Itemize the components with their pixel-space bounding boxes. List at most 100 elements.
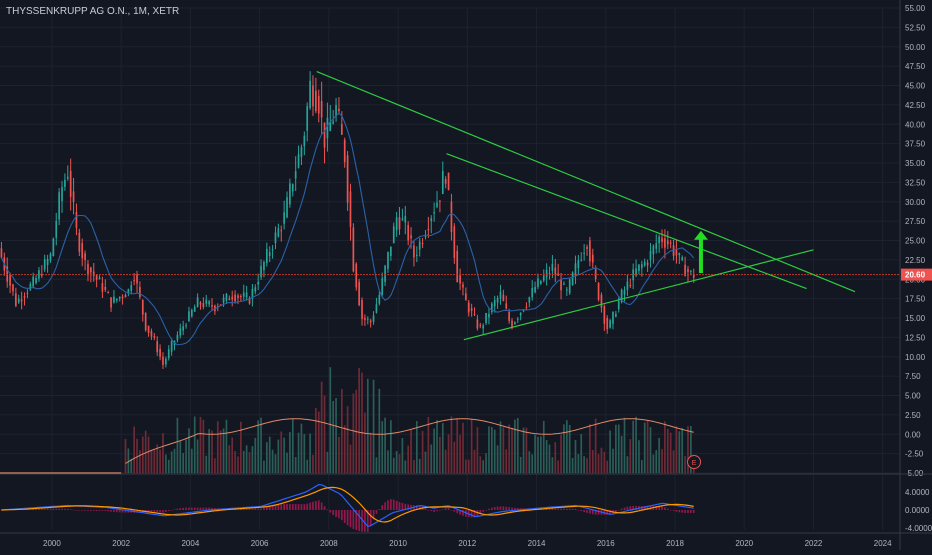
candle-body — [141, 299, 144, 315]
volume-bar — [124, 439, 127, 473]
candle-body — [156, 341, 159, 353]
candle-body — [476, 319, 479, 329]
volume-histogram — [0, 367, 695, 474]
candle-body — [147, 325, 150, 333]
macd-histogram-bar — [332, 510, 335, 515]
macd-histogram-bar — [514, 507, 516, 510]
volume-bar — [441, 423, 444, 473]
macd-histogram-bar — [390, 499, 392, 510]
volume-bar — [199, 416, 202, 473]
volume-bar — [214, 458, 216, 473]
macd-histogram-bar — [162, 510, 164, 513]
candle-body — [531, 287, 534, 298]
candle-body — [560, 278, 562, 291]
macd-panel[interactable] — [0, 483, 695, 532]
macd-histogram-bar — [182, 507, 185, 510]
macd-histogram-bar — [453, 510, 456, 512]
candle-body — [390, 246, 392, 256]
candle-body — [231, 296, 234, 300]
volume-bar — [490, 427, 493, 473]
candle-body — [580, 259, 583, 261]
volume-bar — [571, 457, 574, 473]
macd-histogram-bar — [245, 508, 248, 510]
candle-body — [666, 240, 669, 245]
macd-histogram-bar — [395, 500, 398, 510]
volume-bar — [332, 401, 335, 473]
signal-line — [1, 486, 694, 523]
candle-body — [427, 228, 430, 231]
time-tick-label: 2012 — [458, 539, 476, 548]
candle-body — [640, 264, 643, 269]
volume-bar — [392, 457, 395, 473]
volume-bar — [343, 425, 346, 473]
candle-body — [61, 186, 63, 202]
candle-body — [615, 313, 617, 317]
volume-bar — [433, 428, 435, 473]
time-tick-label: 2002 — [112, 539, 130, 548]
volume-bar — [410, 429, 412, 473]
candle-body — [571, 272, 574, 285]
macd-histogram-bar — [274, 504, 277, 510]
volume-bar — [257, 420, 260, 473]
volume-bar — [554, 442, 557, 473]
volume-bar — [643, 422, 646, 473]
candle-body — [251, 288, 254, 299]
volume-bar — [153, 449, 156, 473]
volume-bar — [251, 446, 254, 473]
macd-histogram-bar — [482, 510, 485, 512]
volume-bar — [537, 436, 539, 473]
macd-histogram-bar — [591, 510, 594, 515]
volume-bar — [263, 460, 265, 473]
volume-bar — [366, 378, 369, 473]
volume-bar — [228, 445, 231, 473]
candle-body — [505, 303, 508, 309]
macd-histogram-bar — [355, 510, 358, 531]
candle-body — [594, 268, 597, 280]
volume-bar — [222, 428, 225, 473]
candle-body — [248, 297, 251, 304]
candle-body — [208, 301, 210, 305]
macd-histogram-bar — [286, 504, 288, 510]
macd-histogram-bar — [52, 508, 55, 510]
macd-histogram-bar — [372, 510, 375, 520]
macd-histogram-bar — [418, 505, 421, 510]
macd-histogram-bar — [115, 510, 118, 513]
candles[interactable] — [0, 71, 695, 369]
candle-body — [182, 326, 185, 331]
candle-body — [268, 252, 271, 256]
volume-bar — [560, 434, 562, 473]
candle-body — [64, 179, 66, 187]
price-tick-label: 7.50 — [905, 372, 921, 381]
volume-bar — [133, 426, 135, 473]
macd-histogram-bar — [127, 510, 130, 513]
volume-bar — [182, 453, 185, 473]
macd-histogram-bar — [283, 504, 285, 510]
candle-body — [110, 297, 112, 308]
candle-body — [317, 95, 320, 114]
macd-histogram-bar — [326, 509, 329, 511]
candle-body — [121, 296, 124, 299]
macd-histogram-bar — [499, 506, 502, 510]
candle-body — [300, 147, 303, 157]
candle-body — [447, 172, 450, 191]
volume-bar — [652, 454, 655, 473]
volume-bar — [615, 424, 617, 473]
candle-body — [364, 318, 366, 320]
volume-bar — [415, 421, 418, 473]
volume-bar — [312, 454, 314, 473]
candle-body — [283, 212, 285, 224]
volume-bar — [127, 448, 130, 473]
macd-histogram-bar — [441, 509, 444, 510]
macd-histogram-bar — [323, 506, 326, 510]
candle-body — [525, 306, 528, 308]
candle-body — [113, 296, 115, 303]
volume-bar — [658, 437, 660, 473]
candle-body — [453, 226, 456, 258]
macd-histogram-bar — [265, 506, 268, 510]
drawings[interactable]: E — [0, 70, 900, 469]
candle-body — [6, 266, 9, 282]
macd-histogram-bar — [574, 508, 577, 510]
price-tick-label: -2.50 — [905, 450, 924, 459]
